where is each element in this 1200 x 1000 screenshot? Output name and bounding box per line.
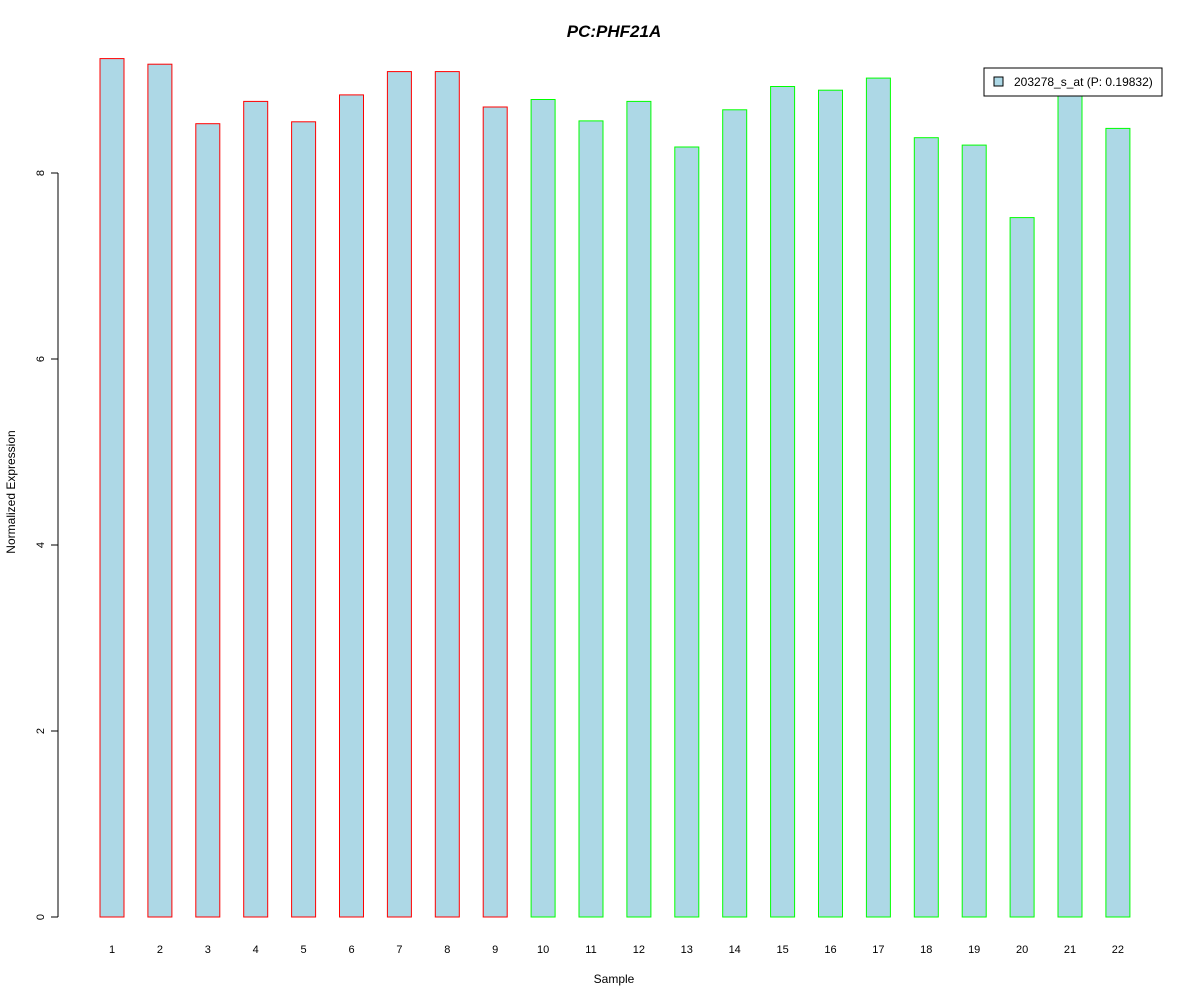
bar [818, 89, 843, 918]
y-axis: 0 2 4 6 8 [35, 170, 59, 920]
bar [578, 120, 604, 918]
bar [722, 109, 748, 918]
y-axis-title: Normalized Expression [4, 430, 18, 553]
x-tick-label: 3 [205, 944, 211, 956]
bar [434, 71, 460, 918]
legend-box [983, 67, 1163, 97]
x-tick-label: 19 [968, 944, 980, 956]
bar [99, 58, 125, 918]
x-tick-label: 7 [396, 944, 402, 956]
y-tick-label: 8 [35, 170, 47, 176]
bar [243, 100, 269, 918]
x-tick-label: 20 [1016, 944, 1028, 956]
x-axis-title: Sample [594, 972, 635, 986]
x-tick-label: 1 [109, 944, 115, 956]
bar [865, 77, 891, 918]
x-tick-label: 17 [872, 944, 884, 956]
x-tick-label: 12 [633, 944, 645, 956]
y-tick-label: 0 [35, 914, 47, 920]
legend-swatch [993, 76, 1004, 87]
bar [913, 137, 939, 918]
x-tick-label: 22 [1112, 944, 1124, 956]
bar [1105, 127, 1131, 918]
x-tick-label: 14 [729, 944, 741, 956]
x-tick-label: 6 [348, 944, 354, 956]
bar [770, 86, 796, 918]
legend-label: 203278_s_at (P: 0.19832) [1014, 75, 1153, 89]
bar [147, 63, 173, 918]
legend: 203278_s_at (P: 0.19832) [983, 67, 1163, 97]
x-tick-label: 13 [681, 944, 693, 956]
x-tick-label: 11 [585, 944, 596, 956]
bar [626, 100, 652, 918]
x-tick-label: 21 [1064, 944, 1076, 956]
x-tick-label: 15 [776, 944, 788, 956]
x-tick-label: 5 [301, 944, 307, 956]
x-tick-label: 10 [537, 944, 549, 956]
bar [674, 146, 700, 918]
chart-title: PC:PHF21A [567, 22, 661, 41]
y-tick-label: 2 [35, 728, 47, 734]
y-tick-label: 6 [35, 356, 47, 362]
bar [291, 121, 317, 918]
bar [386, 71, 412, 918]
bar [530, 99, 556, 918]
x-tick-label: 9 [492, 944, 498, 956]
bar [482, 106, 508, 918]
x-tick-label: 4 [253, 944, 259, 956]
x-tick-labels: 1 2 3 4 5 6 7 8 9 10 11 12 13 14 15 16 17 18 19 20 21 22 [109, 944, 1124, 956]
bar [1009, 217, 1035, 918]
x-tick-label: 8 [444, 944, 450, 956]
x-tick-label: 18 [920, 944, 932, 956]
bar [195, 123, 221, 918]
bar [961, 144, 987, 918]
bar [1057, 90, 1083, 918]
bar [339, 94, 364, 918]
bars-group [99, 58, 1131, 918]
x-tick-label: 16 [824, 944, 836, 956]
y-tick-label: 4 [35, 542, 47, 548]
x-tick-label: 2 [157, 944, 163, 956]
